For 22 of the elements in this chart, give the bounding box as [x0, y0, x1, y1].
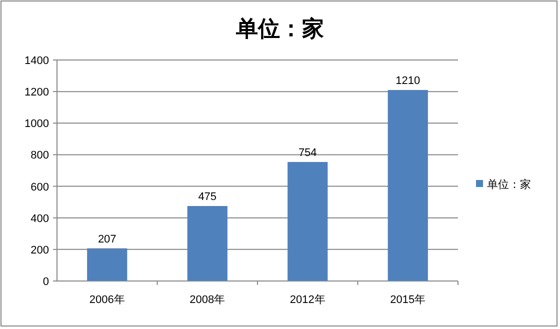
y-tick-label: 200 [30, 244, 49, 256]
x-tick-label: 2006年 [89, 294, 125, 306]
x-tick-label: 2008年 [190, 294, 226, 306]
y-tick-label: 400 [30, 212, 49, 225]
legend-label: 单位：家 [487, 178, 531, 191]
data-label: 207 [98, 233, 116, 246]
x-tick-label: 2012年 [290, 294, 326, 306]
y-tick-label: 1200 [24, 86, 49, 99]
data-label: 475 [198, 191, 217, 204]
x-tick-label: 2015年 [390, 294, 426, 306]
bar [187, 206, 228, 281]
y-tick-label: 600 [30, 181, 49, 194]
y-tick-label: 1400 [24, 55, 49, 67]
bar [388, 90, 428, 281]
y-tick-label: 800 [30, 150, 49, 162]
chart-title: 单位：家 [235, 16, 324, 41]
y-tick-label: 0 [42, 276, 49, 288]
bar [87, 248, 128, 281]
data-label: 1210 [396, 74, 420, 87]
bar [288, 162, 328, 281]
data-label: 754 [298, 146, 317, 159]
y-tick-label: 1000 [24, 118, 49, 130]
